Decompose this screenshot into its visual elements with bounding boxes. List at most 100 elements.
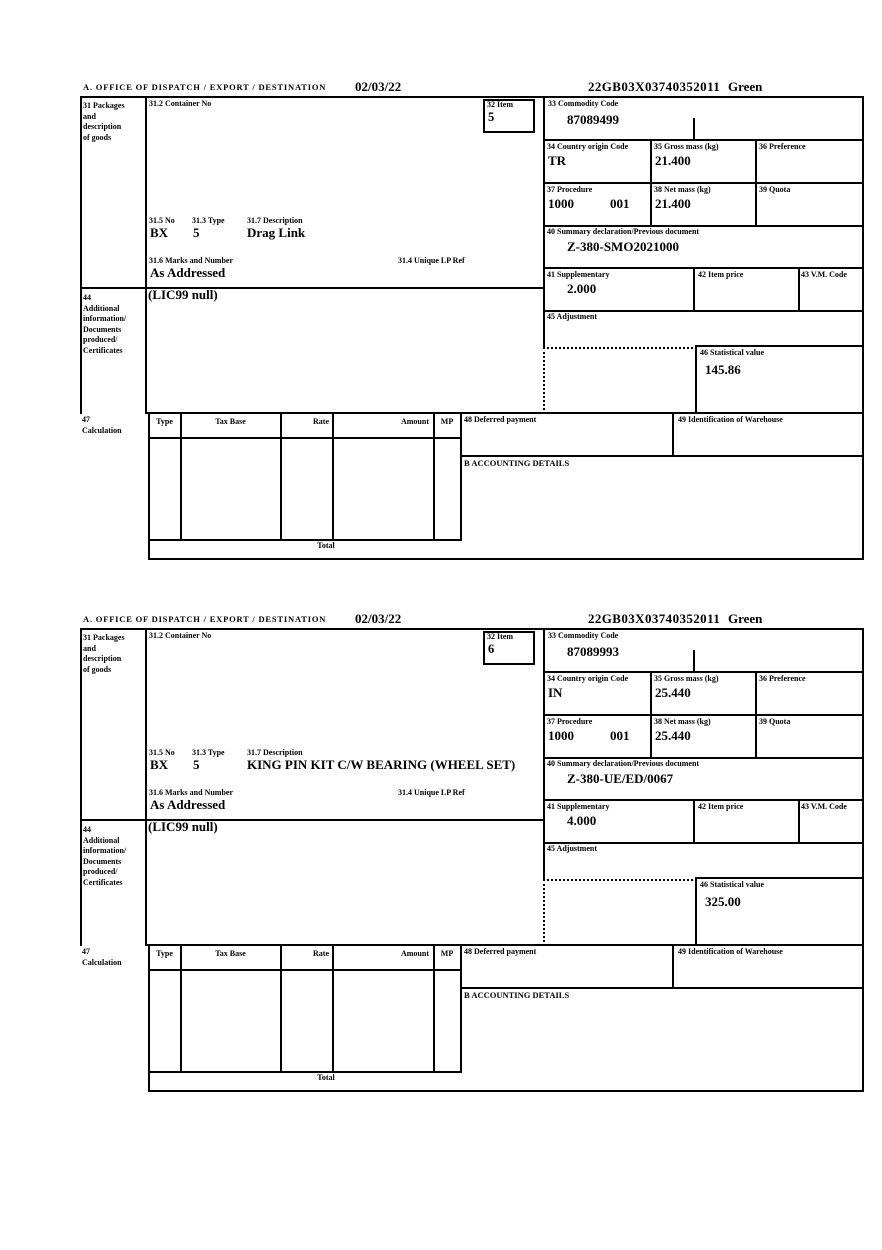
package-count-value: 5 [193, 757, 200, 772]
border-line [460, 945, 462, 1073]
border-line [543, 799, 864, 801]
item-number-box [483, 99, 535, 133]
supplementary-value: 4.000 [567, 813, 597, 828]
preference-label: 36 Preference [759, 674, 806, 683]
col-mp-header: MP [440, 949, 454, 958]
border-line [695, 877, 697, 946]
border-line [460, 987, 864, 989]
border-line [543, 347, 697, 349]
routing-status: Green [728, 79, 763, 94]
border-line [280, 413, 282, 539]
additional-information-value: (LIC99 null) [148, 287, 218, 302]
vm-code-label: 43 V.M. Code [801, 270, 847, 279]
box31-packages-label: 31 Packages and description of goods [83, 101, 125, 142]
dispatch-date: 02/03/22 [355, 611, 402, 626]
border-line [650, 671, 652, 759]
commodity-code-value: 87089993 [567, 644, 619, 659]
procedure-code-value: 1000 [548, 196, 574, 211]
border-line [693, 118, 695, 139]
deferred-payment-label: 48 Deferred payment [464, 947, 537, 956]
border-line [543, 182, 864, 184]
adjustment-label: 45 Adjustment [547, 844, 598, 853]
net-mass-label: 38 Net mass (kg) [654, 185, 711, 194]
border-line [798, 799, 800, 844]
border-line [145, 96, 147, 414]
container-no-label: 31.2 Container No [149, 99, 212, 108]
border-line [543, 671, 864, 673]
box44-additional-label: 44 Additional information/ Documents pro… [83, 825, 127, 887]
border-line [543, 714, 864, 716]
border-line [672, 413, 674, 455]
adjustment-label: 45 Adjustment [547, 312, 598, 321]
pkg-type-label: 31.3 Type [192, 216, 225, 225]
net-mass-value: 21.400 [655, 196, 691, 211]
border-line [543, 310, 864, 312]
border-line [145, 628, 147, 946]
box31-packages-label: 31 Packages and description of goods [83, 633, 125, 674]
unique-lp-ref-label: 31.4 Unique LP Ref [398, 788, 465, 797]
col-type-header: Type [156, 417, 173, 426]
border-line [148, 437, 462, 439]
border-line [695, 345, 697, 414]
goods-description-value: KING PIN KIT C/W BEARING (WHEEL SET) [247, 757, 516, 772]
border-line [460, 413, 462, 541]
supplementary-label: 41 Supplementary [547, 270, 610, 279]
border-line [755, 139, 757, 227]
statistical-value-label: 46 Statistical value [700, 348, 764, 357]
col-tax-base-header: Tax Base [215, 417, 246, 426]
border-line [80, 287, 545, 289]
border-line [650, 139, 652, 227]
warehouse-id-label: 49 Identification of Warehouse [678, 415, 783, 424]
country-origin-label: 34 Country origin Code [547, 674, 629, 683]
col-tax-base-header: Tax Base [215, 949, 246, 958]
total-label: Total [317, 1073, 335, 1082]
border-line [145, 412, 864, 414]
pkg-no-label: 31.5 No [149, 748, 175, 757]
commodity-code-value: 87089499 [567, 112, 619, 127]
goods-description-value: Drag Link [247, 225, 306, 240]
country-origin-value: TR [548, 153, 567, 168]
border-line [672, 945, 674, 987]
item-number-label: 32 Item [487, 632, 513, 641]
procedure-ext-value: 001 [610, 728, 630, 743]
border-line [862, 628, 864, 1092]
col-amount-header: Amount [400, 949, 429, 958]
procedure-label: 37 Procedure [547, 185, 593, 194]
procedure-code-value: 1000 [548, 728, 574, 743]
col-type-header: Type [156, 949, 173, 958]
border-line [80, 819, 545, 821]
container-no-label: 31.2 Container No [149, 631, 212, 640]
entry-reference: 22GB03X03740352011 [588, 611, 721, 626]
border-line [148, 944, 150, 1092]
border-line [543, 225, 864, 227]
procedure-ext-value: 001 [610, 196, 630, 211]
box44-additional-label: 44 Additional information/ Documents pro… [83, 293, 127, 355]
box47-calculation-label: 47 Calculation [82, 415, 122, 435]
border-line [543, 267, 864, 269]
procedure-label: 37 Procedure [547, 717, 593, 726]
country-origin-label: 34 Country origin Code [547, 142, 629, 151]
gross-mass-value: 25.440 [655, 685, 691, 700]
border-line [332, 413, 334, 539]
item-number-value: 6 [488, 642, 495, 656]
gross-mass-label: 35 Gross mass (kg) [654, 674, 719, 683]
gross-mass-label: 35 Gross mass (kg) [654, 142, 719, 151]
routing-status: Green [728, 611, 763, 626]
col-rate-header: Rate [313, 417, 329, 426]
supplementary-label: 41 Supplementary [547, 802, 610, 811]
deferred-payment-label: 48 Deferred payment [464, 415, 537, 424]
entry-reference: 22GB03X03740352011 [588, 79, 721, 94]
border-line [80, 628, 82, 946]
package-count-value: 5 [193, 225, 200, 240]
border-line [543, 879, 697, 881]
dispatch-date: 02/03/22 [355, 79, 402, 94]
pkg-no-label: 31.5 No [149, 216, 175, 225]
border-line [543, 347, 545, 414]
border-line [148, 412, 150, 560]
country-origin-value: IN [548, 685, 563, 700]
border-line [543, 842, 864, 844]
package-code-value: BX [150, 225, 169, 240]
vm-code-label: 43 V.M. Code [801, 802, 847, 811]
accounting-details-label: B ACCOUNTING DETAILS [464, 990, 570, 1000]
